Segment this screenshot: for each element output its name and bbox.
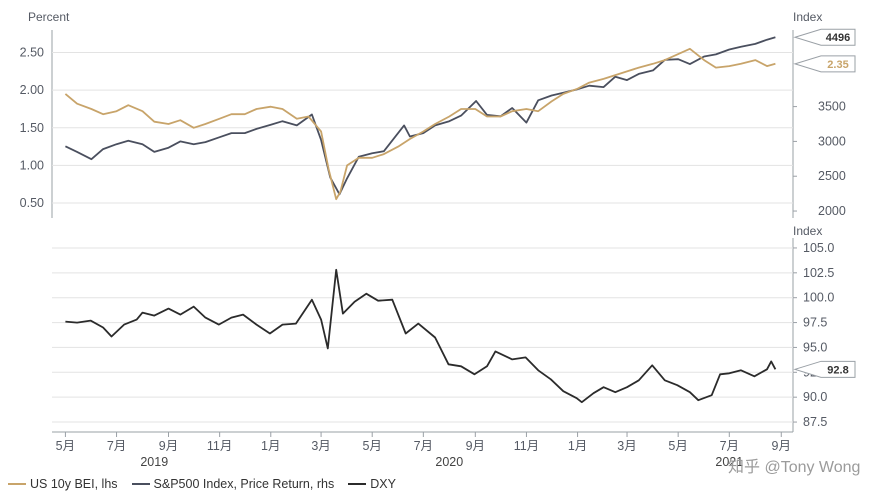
bottom-right-axis-unit: Index	[793, 224, 822, 238]
top-left-axis-unit: Percent	[28, 10, 70, 24]
bottom-right-tick-label: 90.0	[803, 390, 827, 404]
bottom-right-tick-label: 102.5	[803, 266, 834, 280]
top-right-tick-label: 2000	[818, 204, 846, 218]
top-left-tick-label: 1.50	[20, 121, 44, 135]
x-tick-label: 7月	[107, 439, 126, 453]
top-panel-gridlines	[51, 30, 794, 218]
legend-label-bei: US 10y BEI, lhs	[30, 477, 118, 491]
bottom-panel-series	[65, 268, 777, 404]
x-year-label: 2021	[715, 455, 743, 469]
top-right-tick-label: 3500	[818, 100, 846, 114]
last-value-tags: 4496 2.35 92.8	[793, 28, 856, 378]
x-tick-label: 9月	[772, 439, 791, 453]
legend-swatch-bei	[8, 483, 26, 485]
bottom-right-tick-label: 100.0	[803, 291, 834, 305]
x-tick-label: 11月	[207, 439, 232, 453]
x-tick-label: 1月	[261, 439, 280, 453]
bei-line	[64, 47, 776, 201]
legend-label-dxy: DXY	[370, 477, 396, 491]
x-tick-label: 5月	[668, 439, 687, 453]
legend-swatch-dxy	[348, 483, 367, 485]
legend-item-dxy: DXY	[348, 477, 396, 491]
top-panel-series	[64, 36, 776, 201]
x-tick-label: 3月	[617, 439, 636, 453]
watermark: 知乎 @Tony Wong	[728, 459, 861, 476]
top-left-tick-label: 2.50	[20, 46, 44, 60]
bottom-right-tick-label: 87.5	[803, 415, 827, 429]
x-tick-label: 1月	[568, 439, 587, 453]
dxy-line	[65, 268, 777, 404]
bottom-right-tick-label: 97.5	[803, 316, 827, 330]
legend-item-bei: US 10y BEI, lhs	[8, 477, 118, 491]
top-left-tick-label: 0.50	[20, 196, 44, 210]
x-tick-label: 7月	[414, 439, 433, 453]
bottom-right-tick-label: 105.0	[803, 241, 834, 255]
x-tick-label: 5月	[362, 439, 381, 453]
chart-legend: US 10y BEI, lhs S&P500 Index, Price Retu…	[8, 477, 396, 491]
legend-label-sp500: S&P500 Index, Price Return, rhs	[153, 477, 335, 491]
sp500-line	[65, 36, 776, 196]
x-year-label: 2019	[140, 455, 168, 469]
top-right-tick-label: 3000	[818, 134, 846, 148]
legend-item-sp500: S&P500 Index, Price Return, rhs	[131, 477, 335, 491]
top-right-axis-unit: Index	[793, 10, 822, 24]
x-tick-label: 11月	[514, 439, 539, 453]
x-tick-label: 5月	[56, 439, 75, 453]
bottom-panel-gridlines	[52, 238, 794, 433]
x-tick-label: 9月	[466, 439, 485, 453]
x-tick-label: 9月	[159, 439, 178, 453]
x-year-label: 2020	[435, 455, 463, 469]
legend-swatch-sp500	[131, 483, 150, 485]
dxy-last-value-tag-box	[793, 360, 856, 378]
x-tick-label: 7月	[720, 439, 739, 453]
bei-last-value-tag-text: 2.35	[827, 59, 848, 71]
sp500-last-value-tag-text: 4496	[826, 32, 850, 44]
sp500-last-value-tag-box	[793, 28, 856, 46]
top-right-tick-label: 2500	[818, 169, 846, 183]
top-left-tick-label: 1.00	[20, 158, 44, 172]
axis-tick-labels: 0.50 1.00 1.50 2.00 2.50 2000 2500 3000 3500 87.5…	[20, 46, 846, 469]
bottom-right-tick-label: 95.0	[803, 340, 827, 354]
top-left-tick-label: 2.00	[20, 83, 44, 97]
bei-last-value-tag-box	[793, 55, 856, 73]
dxy-last-value-tag-text: 92.8	[827, 364, 848, 376]
x-tick-label: 3月	[311, 439, 330, 453]
